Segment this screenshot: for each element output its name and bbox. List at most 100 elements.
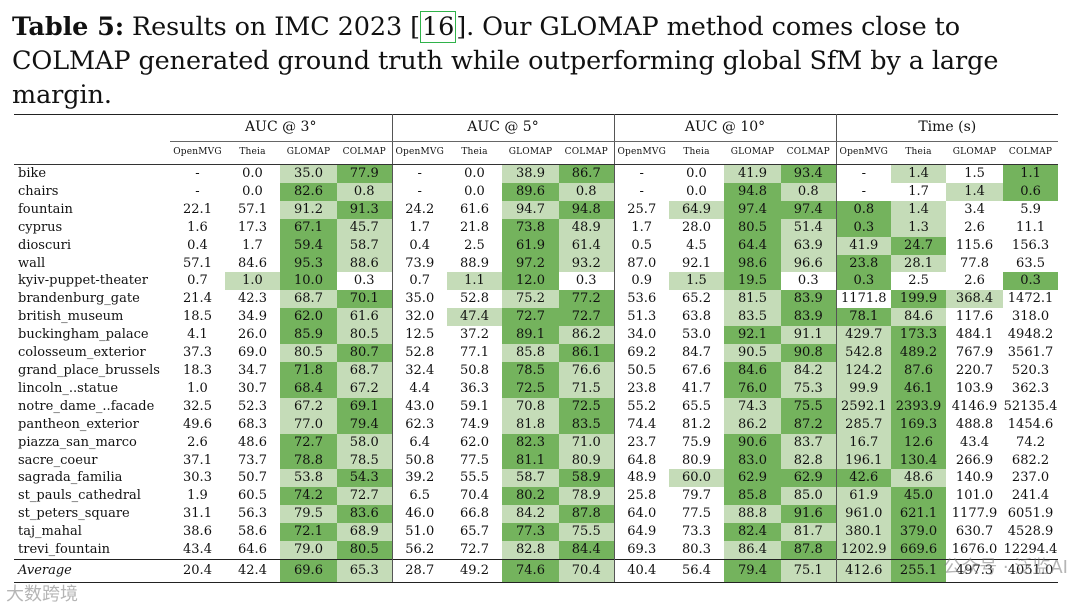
value-cell: 2.6	[964, 219, 985, 235]
value-cell: 80.7	[337, 344, 393, 362]
value-cell: 84.6	[724, 361, 781, 380]
watermark-left: 大数跨境	[6, 584, 78, 605]
value-cell: 71.0	[559, 433, 615, 452]
value-cell: 47.4	[447, 308, 502, 327]
value-cell: 1.3	[891, 218, 947, 237]
table-row: buckingham_palace 4.1 26.0 85.9 80.5 12.5 37.2…	[14, 326, 1058, 345]
value-cell: 77.8	[960, 255, 989, 271]
value-cell: 117.6	[955, 309, 994, 325]
scene-name: trevi_fountain	[18, 542, 111, 558]
value-cell: 62.9	[781, 469, 837, 488]
table-row: lincoln_..statue 1.0 30.7 68.4 67.2 4.4 36.3 72…	[14, 379, 1058, 398]
value-cell: 64.0	[627, 506, 657, 522]
value-cell: 4948.2	[1007, 327, 1054, 343]
value-cell: 97.4	[781, 200, 837, 219]
table-row: st_peters_square 31.1 56.3 79.5 83.6 46.0 66.8…	[14, 505, 1058, 524]
value-cell: 0.4	[409, 237, 431, 253]
value-cell: 83.6	[337, 505, 393, 524]
value-cell: 23.8	[836, 254, 892, 273]
value-cell: 3561.7	[1007, 345, 1054, 361]
caption-text-after: ]. Our GLOMAP method comes close to COLM…	[12, 12, 999, 110]
value-cell: 63.8	[682, 309, 711, 325]
value-cell: 6.5	[409, 488, 431, 504]
value-cell: 84.7	[682, 345, 711, 361]
scene-name: notre_dame_..facade	[18, 398, 155, 414]
value-cell: 84.4	[559, 541, 615, 560]
value-cell: 72.7	[337, 487, 393, 506]
value-cell: 61.6	[337, 308, 393, 327]
value-cell: 86.2	[559, 326, 615, 345]
value-cell: 23.7	[627, 434, 657, 450]
value-cell: 19.5	[724, 272, 781, 291]
value-cell: 0.5	[631, 237, 653, 253]
value-cell: 88.8	[724, 505, 781, 524]
value-cell: 74.6	[502, 558, 559, 583]
value-cell: 78.5	[502, 361, 559, 380]
scene-name: dioscuri	[18, 237, 72, 253]
value-cell: 32.5	[183, 398, 212, 414]
value-cell: 220.7	[955, 362, 994, 378]
table-row: kyiv-puppet-theater 0.7 1.0 10.0 0.3 0.7 1.1 12…	[14, 272, 1059, 291]
value-cell: 2.5	[908, 273, 929, 289]
value-cell: 56.2	[405, 542, 435, 558]
method-header-theia: Theia	[225, 141, 280, 165]
value-cell: 46.1	[891, 379, 947, 398]
value-cell: 115.6	[955, 237, 994, 253]
value-cell: 84.2	[502, 505, 559, 524]
method-header-openmvg: OpenMVG	[170, 141, 225, 165]
value-cell: 4051.0	[1003, 558, 1059, 583]
value-cell: 58.7	[337, 236, 393, 255]
value-cell: 62.0	[280, 308, 337, 327]
value-cell: 61.6	[460, 201, 489, 217]
value-cell: 67.1	[280, 218, 337, 237]
value-cell: 196.1	[836, 451, 892, 470]
value-cell: 59.4	[280, 236, 337, 255]
method-header-theia: Theia	[447, 141, 502, 165]
value-cell: 156.3	[1011, 237, 1050, 253]
value-cell: 4.1	[187, 327, 208, 343]
value-cell: 0.7	[187, 273, 208, 289]
scene-name: pantheon_exterior	[18, 416, 139, 432]
value-cell: 39.2	[405, 470, 435, 486]
value-cell: 26.0	[238, 327, 267, 343]
value-cell: 1.0	[225, 272, 280, 291]
value-cell: 85.8	[502, 344, 559, 362]
value-cell: 37.1	[183, 452, 212, 468]
scene-name: piazza_san_marco	[18, 434, 137, 450]
method-header-colmap: COLMAP	[559, 141, 615, 165]
value-cell: 682.2	[1011, 452, 1050, 468]
value-cell: 37.3	[183, 345, 212, 361]
value-cell: 18.3	[183, 362, 212, 378]
scene-name: buckingham_palace	[18, 327, 149, 343]
value-cell: 37.2	[460, 327, 489, 343]
value-cell: 80.3	[682, 542, 711, 558]
value-cell: 199.9	[891, 290, 947, 309]
value-cell: 173.3	[891, 326, 947, 345]
value-cell: 94.7	[502, 200, 559, 219]
value-cell: 87.2	[781, 415, 837, 434]
value-cell: 60.0	[669, 469, 724, 488]
value-cell: 542.8	[836, 344, 892, 362]
scene-name: grand_place_brussels	[18, 362, 160, 378]
value-cell: 520.3	[1011, 362, 1050, 378]
value-cell: 51.4	[781, 218, 837, 237]
scene-name: british_museum	[18, 309, 124, 325]
value-cell: 83.9	[781, 290, 837, 309]
value-cell: 64.9	[627, 524, 657, 540]
value-cell: 237.0	[1011, 470, 1050, 486]
scene-name: lincoln_..statue	[18, 380, 119, 396]
value-cell: 65.5	[682, 398, 711, 414]
citation-link[interactable]: 16	[419, 11, 457, 43]
value-cell: 81.8	[502, 415, 559, 434]
scene-name: wall	[18, 255, 46, 271]
value-cell: 91.6	[781, 505, 837, 524]
value-cell: 0.7	[409, 273, 431, 289]
value-cell: 82.8	[781, 451, 837, 470]
value-cell: 54.3	[337, 469, 393, 488]
value-cell: 69.1	[337, 397, 393, 416]
table-row: fountain 22.1 57.1 91.2 91.3 24.2 61.6 94.7 94.8…	[14, 200, 1058, 219]
scene-name: sacre_coeur	[18, 452, 98, 468]
table-row: trevi_fountain 43.4 64.6 79.0 80.5 56.2 72.7 82…	[14, 541, 1058, 560]
value-cell: 241.4	[1011, 488, 1050, 504]
value-cell: 30.7	[238, 380, 267, 396]
